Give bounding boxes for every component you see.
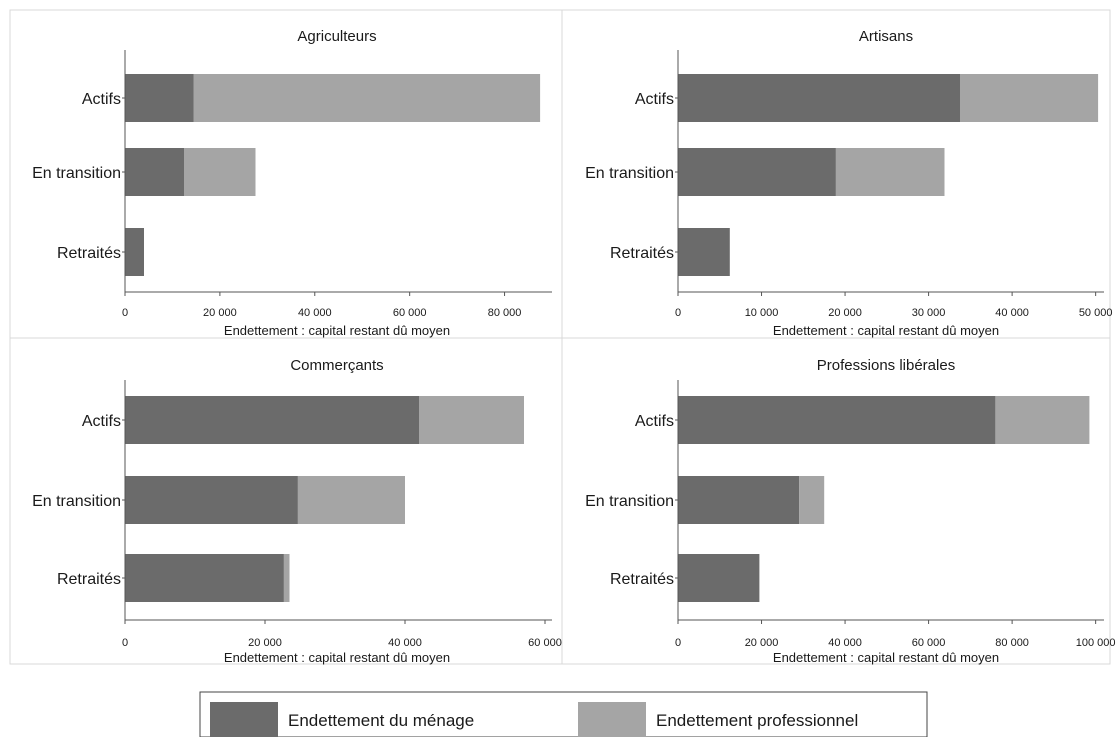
panel-1-xtick-label-2: 20 000: [203, 307, 237, 319]
panel-3-category-label-1: Actifs: [82, 413, 121, 430]
plots-layer: Actifs En transition Retraités 0 20 000 40 00…: [32, 50, 1116, 649]
panel-4-category-label-3: Retraités: [610, 571, 674, 588]
panel-3-xtick-label-4: 60 000: [528, 637, 562, 649]
panel-2-xtick-label-3: 20 000: [828, 307, 862, 319]
panel-1-bar-menage-1: [125, 74, 194, 122]
panel-4-title: Professions libérales: [817, 357, 955, 374]
panel-4-xtick-label-5: 80 000: [995, 637, 1029, 649]
panel-2-bar-menage-3: [678, 228, 730, 276]
panel-4-frame: [561, 337, 1111, 665]
panel-2-bar-menage-2: [678, 148, 836, 196]
legend-label-menage: Endettement du ménage: [288, 711, 474, 730]
panel-1-category-label-1: Actifs: [82, 91, 121, 108]
panel-2-xtick-label-5: 40 000: [995, 307, 1029, 319]
panel-2-category-label-1: Actifs: [635, 91, 674, 108]
panel-2-xtick-label-4: 30 000: [912, 307, 946, 319]
panel-3-category-label-3: Retraités: [57, 571, 121, 588]
panel-3-xtick-label-2: 20 000: [248, 637, 282, 649]
panel-4-bar-professionnel-2: [799, 476, 825, 524]
panel-2-bar-professionnel-2: [835, 148, 945, 196]
panel-3-bar-menage-3: [125, 554, 284, 602]
panel-4-xlabel: Endettement : capital restant dû moyen: [773, 650, 999, 665]
legend-label-professionnel: Endettement professionnel: [656, 711, 858, 730]
panel-1-xtick-label-3: 40 000: [298, 307, 332, 319]
panel-4-bar-menage-2: [678, 476, 800, 524]
panel-2-xtick-label-1: 0: [675, 307, 681, 319]
panel-2-xtick-label-2: 10 000: [745, 307, 779, 319]
panel-4-bar-menage-3: [678, 554, 760, 602]
panel-3-bar-professionnel-2: [297, 476, 405, 524]
panel-1-xtick-label-1: 0: [122, 307, 128, 319]
legend-box: [199, 691, 928, 737]
panel-1-bar-professionnel-1: [193, 74, 541, 122]
panel-4-xtick-label-1: 0: [675, 637, 681, 649]
panel-1-category-label-2: En transition: [32, 165, 121, 182]
panel-3-bar-menage-2: [125, 476, 298, 524]
panel-4-xtick-label-6: 100 000: [1076, 637, 1116, 649]
panel-1-xlabel: Endettement : capital restant dû moyen: [224, 323, 450, 338]
panel-2-xtick-label-6: 50 000: [1079, 307, 1113, 319]
legend-swatch-menage: [210, 702, 278, 737]
panel-1-title: Agriculteurs: [297, 28, 376, 45]
panel-3-bar-professionnel-1: [419, 396, 524, 444]
panel-1-category-label-3: Retraités: [57, 245, 121, 262]
panel-1-bar-menage-2: [125, 148, 185, 196]
panel-4-bar-menage-1: [678, 396, 996, 444]
panel-2-category-label-2: En transition: [585, 165, 674, 182]
panel-1-bar-menage-3: [125, 228, 144, 276]
panel-4-xtick-label-3: 40 000: [828, 637, 862, 649]
panel-3-bar-professionnel-3: [283, 554, 290, 602]
panel-2-category-label-3: Retraités: [610, 245, 674, 262]
panel-1-xtick-label-4: 60 000: [393, 307, 427, 319]
panel-2-bar-menage-1: [678, 74, 961, 122]
panel-3-xtick-label-3: 40 000: [388, 637, 422, 649]
panel-4-xtick-label-2: 20 000: [745, 637, 779, 649]
panel-2-title: Artisans: [859, 28, 913, 45]
panel-4-bar-professionnel-1: [995, 396, 1090, 444]
panel-2-bar-professionnel-1: [960, 74, 1099, 122]
panel-4-category-label-2: En transition: [585, 493, 674, 510]
panel-2-xlabel: Endettement : capital restant dû moyen: [773, 323, 999, 338]
panel-3-xlabel: Endettement : capital restant dû moyen: [224, 650, 450, 665]
panel-3-bar-menage-1: [125, 396, 419, 444]
panel-4-category-label-1: Actifs: [635, 413, 674, 430]
panel-4-xtick-label-4: 60 000: [912, 637, 946, 649]
legend-swatch-professionnel: [578, 702, 646, 737]
panel-1-bar-professionnel-2: [184, 148, 256, 196]
panel-3-title: Commerçants: [290, 357, 383, 374]
panel-3-xtick-label-1: 0: [122, 637, 128, 649]
panel-3-category-label-2: En transition: [32, 493, 121, 510]
panel-1-xtick-label-5: 80 000: [488, 307, 522, 319]
